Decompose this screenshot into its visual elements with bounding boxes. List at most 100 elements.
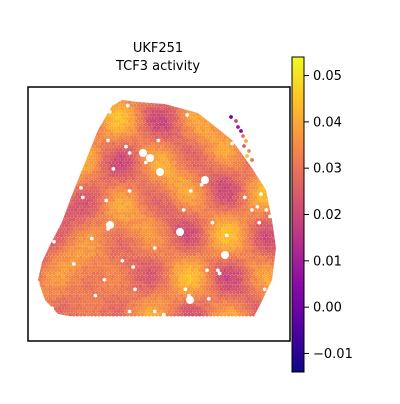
spot xyxy=(158,109,163,114)
spot xyxy=(223,186,227,190)
spot xyxy=(91,201,96,206)
spot xyxy=(84,163,89,168)
spot xyxy=(38,214,42,219)
spot xyxy=(142,100,146,105)
spot xyxy=(178,94,182,98)
spot xyxy=(283,139,287,143)
spot xyxy=(212,109,217,114)
spot xyxy=(187,230,191,235)
spot xyxy=(223,192,227,197)
spot xyxy=(241,268,245,273)
spot xyxy=(201,224,206,228)
spot xyxy=(80,239,85,244)
spot xyxy=(134,151,139,155)
spot xyxy=(48,284,53,288)
spot xyxy=(259,141,263,146)
spot xyxy=(115,103,119,108)
spot xyxy=(91,163,96,168)
spot xyxy=(120,290,125,295)
spot xyxy=(61,281,65,285)
spot xyxy=(244,167,249,171)
spot xyxy=(246,170,251,174)
spot xyxy=(142,170,146,174)
spot xyxy=(273,281,276,285)
spot xyxy=(44,265,49,269)
spot xyxy=(246,296,251,301)
spot xyxy=(176,160,181,165)
spot xyxy=(100,109,105,114)
spot xyxy=(172,281,177,285)
spot xyxy=(264,132,269,136)
spot xyxy=(268,113,272,117)
spot xyxy=(64,148,69,152)
spot xyxy=(241,287,245,292)
spot xyxy=(142,138,146,143)
spot xyxy=(158,186,163,190)
spot xyxy=(190,186,195,190)
spot xyxy=(228,195,233,200)
spot xyxy=(192,125,197,130)
spot xyxy=(284,300,288,304)
spot xyxy=(129,281,134,285)
spot xyxy=(156,144,161,149)
spot xyxy=(215,148,220,152)
spot xyxy=(88,201,92,206)
spot xyxy=(115,230,119,235)
spot xyxy=(156,163,161,168)
spot xyxy=(174,271,179,276)
spot xyxy=(223,128,227,133)
spot xyxy=(215,300,220,304)
spot xyxy=(131,176,136,181)
spot xyxy=(226,192,231,197)
spot xyxy=(93,217,98,222)
spot xyxy=(125,160,130,165)
spot xyxy=(226,160,231,165)
spot xyxy=(74,94,78,98)
spot xyxy=(151,109,155,114)
spot xyxy=(124,220,128,225)
spot xyxy=(84,100,89,105)
spot xyxy=(253,220,258,225)
spot xyxy=(221,303,226,307)
spot xyxy=(73,138,78,143)
spot xyxy=(100,192,105,197)
spot xyxy=(122,236,127,241)
spot xyxy=(197,198,202,203)
spot xyxy=(174,277,179,282)
spot xyxy=(104,255,109,260)
spot xyxy=(235,258,240,263)
spot xyxy=(223,243,227,247)
spot xyxy=(134,290,139,295)
spot xyxy=(271,220,276,225)
spot xyxy=(113,265,118,269)
spot xyxy=(125,116,130,121)
spot xyxy=(95,252,100,257)
spot xyxy=(230,122,235,127)
spot xyxy=(38,227,42,232)
spot xyxy=(142,144,146,149)
spot xyxy=(52,195,56,200)
spot xyxy=(242,277,247,282)
spot xyxy=(71,135,76,140)
spot xyxy=(230,186,235,190)
spot xyxy=(86,198,91,203)
spot xyxy=(154,100,159,102)
spot xyxy=(68,255,73,260)
spot xyxy=(75,109,80,114)
spot xyxy=(125,224,130,228)
spot xyxy=(145,227,150,232)
spot xyxy=(39,287,44,292)
spot xyxy=(197,268,202,273)
spot xyxy=(264,258,269,263)
spot xyxy=(197,160,202,165)
spot xyxy=(248,122,253,127)
spot xyxy=(223,100,227,102)
spot xyxy=(131,113,136,117)
spot xyxy=(55,201,60,206)
spot xyxy=(165,148,170,152)
spot xyxy=(84,277,89,282)
spot xyxy=(281,249,285,253)
spot xyxy=(111,192,116,197)
spot xyxy=(34,196,38,200)
spot xyxy=(171,94,175,98)
